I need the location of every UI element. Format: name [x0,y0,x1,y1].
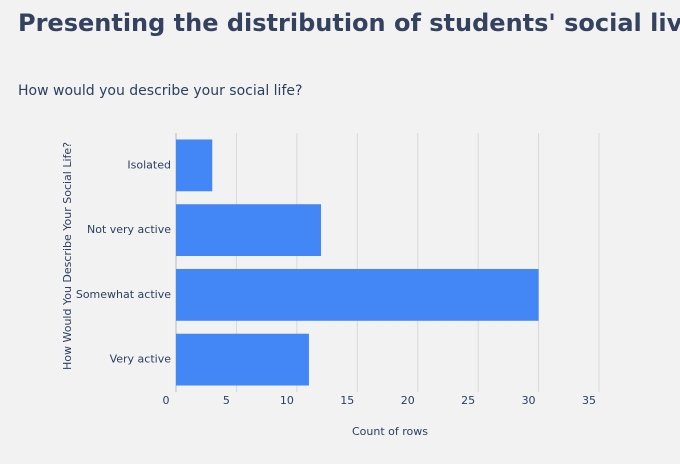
y-tick-label: Isolated [127,158,171,171]
chart-subtitle: How would you describe your social life? [18,83,302,99]
bar [176,139,213,192]
x-tick-label: 10 [280,394,294,407]
y-tick-label: Not very active [87,223,171,236]
x-tick-label: 15 [340,394,354,407]
x-tick-label: 30 [522,394,536,407]
x-tick-label: 0 [163,394,170,407]
x-tick-label: 5 [223,394,230,407]
x-tick-label: 35 [582,394,596,407]
bar [176,268,539,321]
y-tick-label: Very active [110,353,172,366]
x-tick-label: 20 [401,394,415,407]
y-tick-label: Somewhat active [76,288,171,301]
bar [176,333,309,386]
bar [176,204,322,257]
chart-title: Presenting the distribution of students'… [18,9,680,37]
y-axis-title: How Would You Describe Your Social Life? [61,142,74,370]
x-tick-label: 25 [461,394,475,407]
x-axis-title: Count of rows [352,425,428,438]
